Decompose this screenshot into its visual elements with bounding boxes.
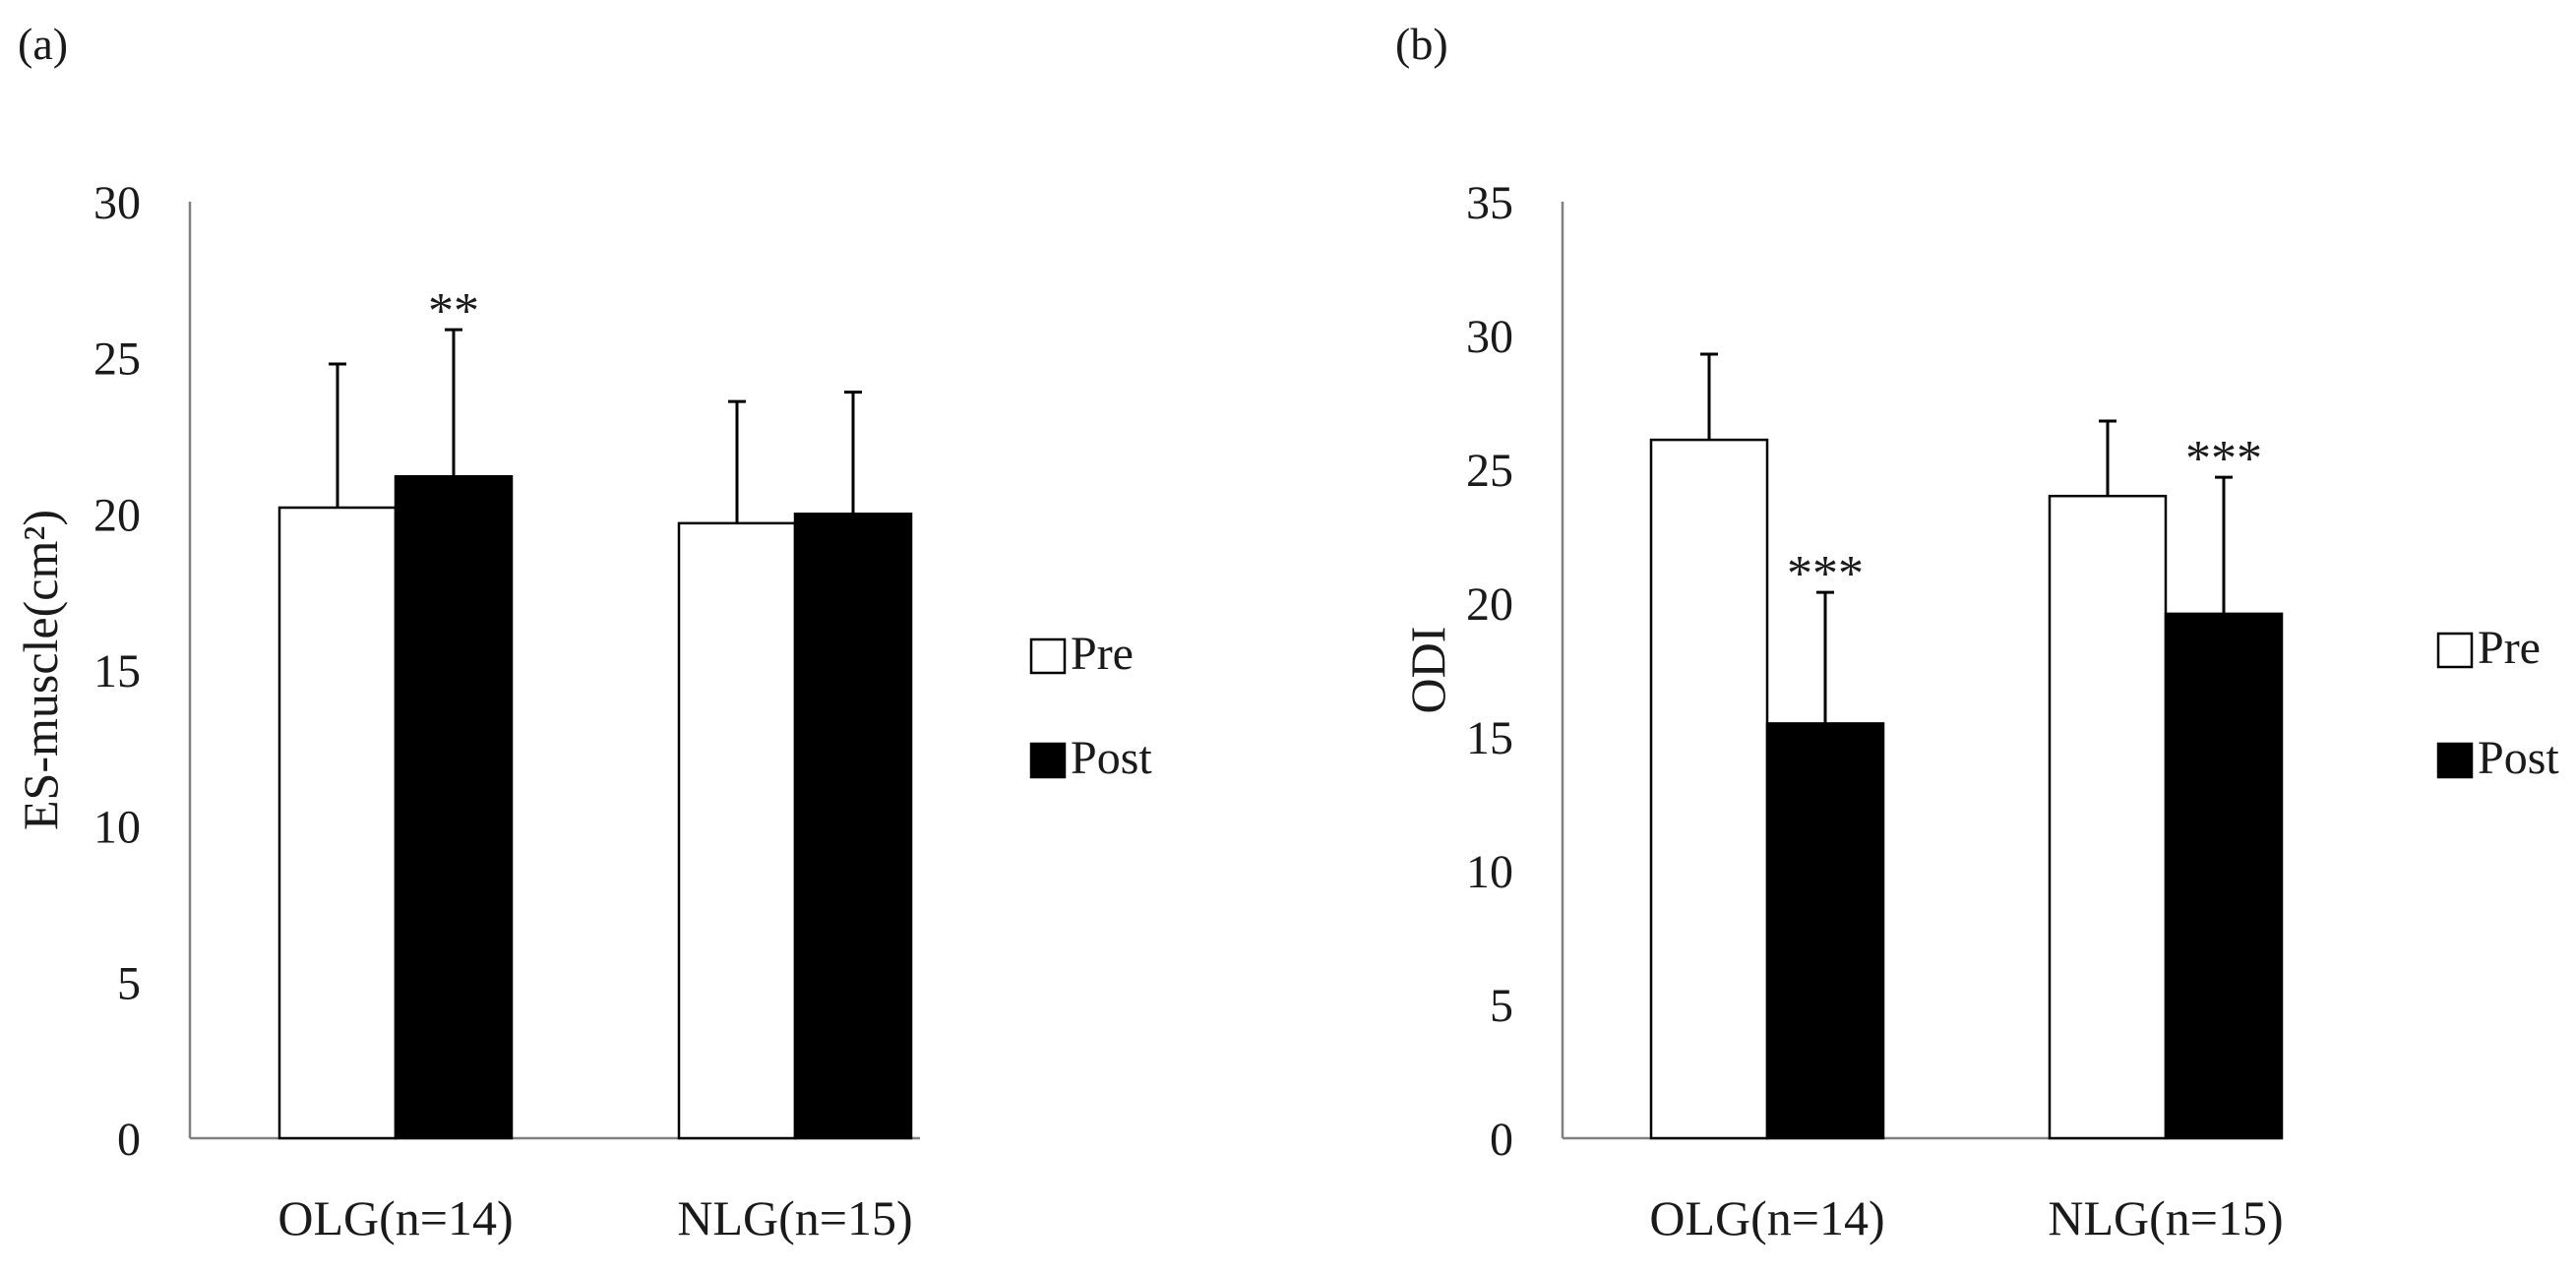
panel-b-bar-pre [1649, 438, 1769, 1140]
panel-a-bar-pre [677, 521, 797, 1140]
panel-b-y-tick-label: 5 [1490, 980, 1513, 1032]
panel-b-label: (b) [1395, 19, 1448, 69]
panel-a-y-tick-label: 30 [93, 177, 141, 229]
panel-b-legend-swatch-pre [2436, 632, 2474, 669]
panel-b-x-tick-label: OLG(n=14) [1649, 1190, 1884, 1245]
panel-a-legend-swatch-pre [1029, 637, 1067, 675]
panel-a-y-axis-title: ES-muscle(cm²) [13, 510, 68, 830]
panel-a-legend-swatch-post [1029, 742, 1067, 779]
panel-a-y-tick-label: 15 [93, 645, 141, 697]
panel-b-x-tick-label: NLG(n=15) [2048, 1190, 2283, 1245]
panel-b-y-tick-label: 10 [1466, 846, 1513, 898]
panel-b-bar-post [1765, 722, 1885, 1140]
panel-a-significance-marker: ** [428, 283, 479, 339]
panel-b-bar-post [2164, 612, 2284, 1140]
panel-a-bar-post [394, 475, 514, 1140]
panel-a-bar-post [793, 513, 913, 1140]
panel-b-y-tick-label: 15 [1466, 712, 1513, 764]
panel-b-significance-marker: *** [2185, 431, 2262, 487]
panel-a-legend-label: Pre [1071, 628, 1134, 680]
panel-a-legend-label: Post [1071, 732, 1152, 784]
panel-a-bar-pre [277, 506, 398, 1140]
panel-a-x-tick-label: OLG(n=14) [277, 1190, 513, 1245]
panel-b-y-tick-label: 20 [1466, 578, 1513, 631]
panel-b-y-axis-title: ODI [1400, 627, 1455, 714]
panel-a-y-tick-label: 10 [93, 802, 141, 854]
panel-b-legend-label: Post [2478, 732, 2559, 784]
panel-b-legend-swatch-post [2436, 742, 2474, 779]
panel-a-y-tick-label: 25 [93, 333, 141, 386]
panel-b-y-tick-label: 35 [1466, 177, 1513, 229]
panel-a-y-tick-label: 5 [117, 957, 141, 1009]
panel-b-y-tick-label: 30 [1466, 311, 1513, 363]
panel-a-label: (a) [18, 19, 68, 69]
panel-b-y-tick-label: 0 [1490, 1114, 1513, 1166]
panel-b-significance-marker: *** [1787, 546, 1864, 602]
panel-a-y-tick-label: 0 [117, 1114, 141, 1166]
panel-b-legend-label: Pre [2478, 622, 2541, 674]
panel-a-y-tick-label: 20 [93, 489, 141, 541]
panel-a-x-tick-label: NLG(n=15) [677, 1190, 912, 1245]
panel-b-y-tick-label: 25 [1466, 445, 1513, 497]
panel-b-bar-pre [2048, 494, 2168, 1140]
